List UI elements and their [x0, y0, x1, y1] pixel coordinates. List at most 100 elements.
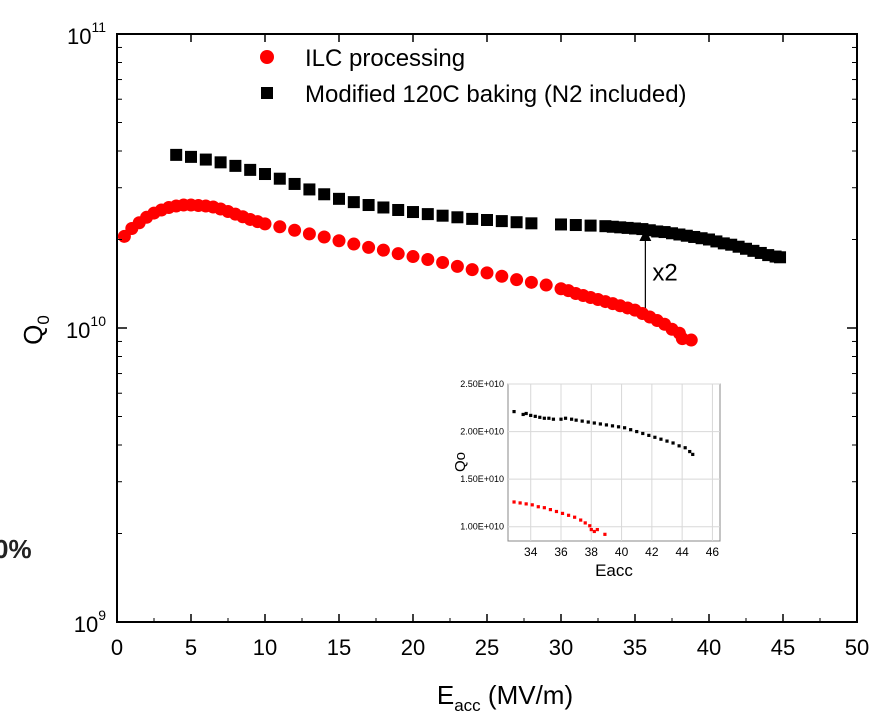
inset-ilc-point — [583, 521, 587, 525]
inset-baking-point — [659, 437, 663, 441]
baking-point — [333, 192, 345, 205]
legend: ILC processing Modified 120C baking (N2 … — [260, 45, 687, 108]
inset-y-axis-title: Qo — [452, 452, 469, 472]
baking-point — [392, 203, 405, 216]
x-tick-label: 5 — [185, 635, 197, 660]
ilc-point — [347, 237, 361, 251]
inset-baking-point — [653, 435, 657, 439]
inset-baking-point — [623, 426, 627, 430]
inset-baking-point — [665, 439, 669, 443]
ilc-point — [495, 269, 509, 283]
inset-x-tick-label: 42 — [645, 545, 659, 559]
baking-point — [288, 177, 301, 190]
inset-baking-point — [524, 411, 528, 416]
inset-ilc-point — [536, 505, 540, 509]
x-tick-label: 25 — [475, 635, 499, 660]
inset-baking-point — [683, 446, 687, 450]
inset-ilc-point — [573, 515, 577, 519]
baking-point — [259, 168, 271, 181]
baking-point — [185, 150, 197, 163]
baking-point — [774, 251, 787, 264]
inset-baking-point — [616, 425, 621, 429]
inset-frame — [507, 383, 721, 542]
baking-point — [555, 218, 567, 231]
inset-baking-point — [604, 423, 609, 427]
baking-point — [273, 172, 286, 185]
baking-point — [510, 216, 523, 229]
x-tick-label: 50 — [845, 635, 869, 660]
ilc-point — [436, 256, 450, 270]
baking-point — [362, 199, 375, 212]
inset-baking-point — [635, 429, 639, 434]
inset-baking-point — [610, 424, 615, 428]
inset-ilc-point — [566, 513, 571, 517]
inset-baking-point — [688, 449, 692, 454]
main-data-layer — [117, 148, 787, 347]
baking-point — [407, 206, 419, 219]
baking-point — [347, 196, 360, 209]
baking-point — [584, 219, 597, 232]
inset-baking-point — [529, 413, 533, 417]
inset-ilc-point — [530, 503, 534, 507]
ilc-point — [376, 243, 390, 257]
inset-ilc-point — [579, 518, 583, 522]
ilc-point — [317, 230, 331, 244]
ilc-point — [362, 240, 376, 254]
inset-baking-point — [592, 421, 596, 425]
legend-marker-baking — [261, 87, 273, 99]
baking-point — [481, 213, 493, 226]
ilc-point — [391, 247, 405, 261]
inset-x-ticks: 34 36 38 40 42 44 46 — [524, 545, 719, 559]
baking-point — [214, 156, 227, 169]
inset-baking-point — [647, 433, 651, 437]
baking-point — [466, 212, 479, 225]
baking-point — [525, 217, 538, 230]
ilc-point — [450, 259, 464, 273]
x-tick-label: 20 — [401, 635, 425, 660]
ilc-point — [258, 217, 272, 231]
inset-ilc-point — [554, 509, 559, 514]
inset-ilc-point — [589, 527, 593, 532]
baking-point — [244, 163, 257, 176]
inset-ilc-point — [592, 529, 596, 534]
y-tick-label: 109 — [74, 607, 106, 637]
inset-y-ticks: 1.00E+010 1.50E+010 2.00E+010 2.50E+010 — [460, 379, 504, 532]
inset-ilc-point — [518, 501, 522, 505]
inset-baking-point — [547, 416, 551, 420]
inset-x-tick-label: 44 — [675, 545, 689, 559]
inset-ilc-point — [512, 500, 516, 504]
inset-baking-point — [570, 417, 574, 421]
inset-baking-point — [559, 417, 563, 421]
inset-y-tick-label: 1.50E+010 — [460, 474, 504, 484]
inset-baking-point — [563, 416, 568, 420]
inset-baking-point — [551, 417, 556, 421]
x2-label: x2 — [652, 260, 677, 287]
inset-baking-point — [691, 452, 695, 457]
x-tick-label: 30 — [549, 635, 573, 660]
x-tick-label: 40 — [697, 635, 721, 660]
baking-point — [421, 208, 434, 221]
y-tick-label: 1011 — [67, 19, 106, 49]
inset-baking-point — [542, 416, 546, 420]
ilc-point — [539, 278, 553, 292]
legend-label-ilc: ILC processing — [305, 45, 465, 72]
main-y-ticks: 109 1010 1011 — [66, 19, 857, 637]
legend-label-baking: Modified 120C baking (N2 included) — [305, 81, 687, 108]
ilc-point — [510, 273, 524, 287]
baking-point — [569, 219, 582, 232]
ilc-point — [524, 275, 538, 289]
baking-point — [377, 201, 390, 214]
ilc-point — [406, 250, 420, 264]
ilc-point — [332, 234, 346, 248]
baking-point — [229, 159, 242, 172]
inset-ilc-point — [588, 524, 592, 528]
inset-data-layer — [512, 409, 695, 536]
baking-point — [495, 215, 508, 228]
ilc-point — [480, 266, 494, 280]
inset-grid — [508, 383, 720, 541]
inset-baking-point — [677, 444, 681, 448]
inset-baking-point — [538, 415, 542, 419]
inset-x-tick-label: 38 — [585, 545, 599, 559]
y-tick-label: 1010 — [66, 313, 106, 343]
